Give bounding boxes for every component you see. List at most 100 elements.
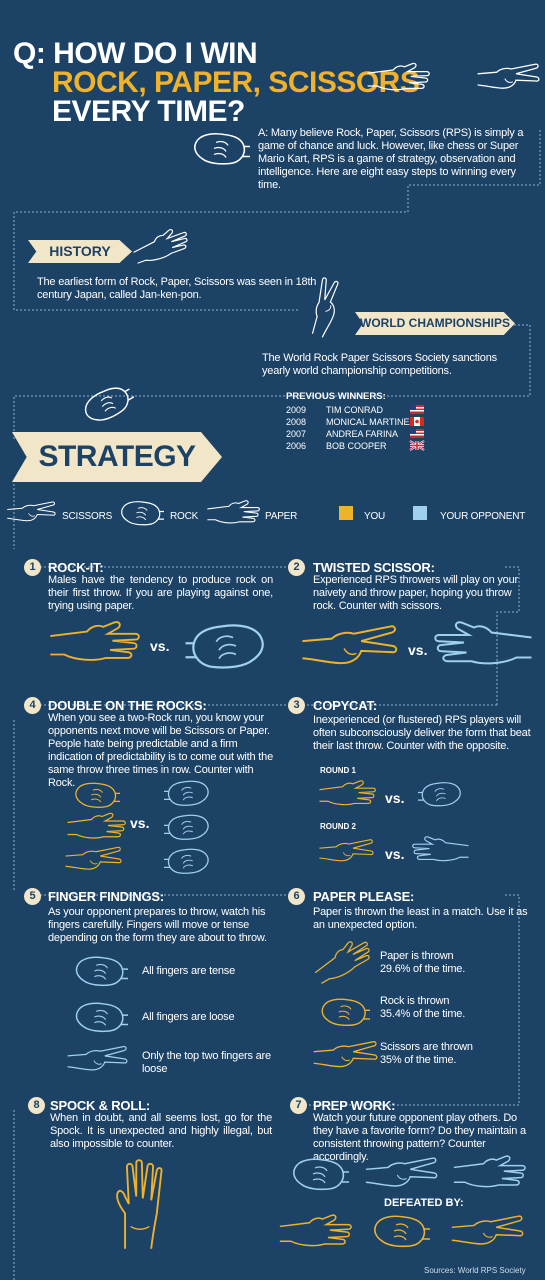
winner-name: BOB COOPER bbox=[326, 441, 387, 451]
step-1-text: Males have the tendency to produce rock … bbox=[48, 574, 273, 612]
step-4-you-rock-1-icon bbox=[72, 778, 120, 812]
winners-title: PREVIOUS WINNERS: bbox=[286, 391, 386, 402]
championships-title: WORLD CHAMPIONSHIPS bbox=[360, 316, 510, 330]
step-1-title: ROCK-IT: bbox=[48, 560, 104, 575]
legend-paper-icon bbox=[206, 499, 260, 527]
legend-scissors-label: SCISSORS bbox=[62, 511, 113, 522]
legend-rock-label: ROCK bbox=[170, 511, 199, 522]
winner-row: 2006 BOB COOPER bbox=[286, 440, 436, 452]
defeated-by-label: DEFEATED BY: bbox=[384, 1197, 464, 1209]
step-6-title: PAPER PLEASE: bbox=[313, 889, 415, 904]
legend-you-label: YOU bbox=[364, 511, 386, 522]
step-4-you-paper-icon bbox=[66, 812, 126, 842]
step-7-number: 7 bbox=[290, 1097, 307, 1114]
round-1-label: ROUND 1 bbox=[320, 766, 357, 775]
step-5-text: As your opponent prepares to throw, watc… bbox=[48, 906, 267, 944]
winner-year: 2007 bbox=[286, 429, 307, 439]
championships-text: The World Rock Paper Scissors Society sa… bbox=[262, 352, 497, 377]
step-8-text: When in doubt, and all seems lost, go fo… bbox=[50, 1112, 272, 1150]
winner-year: 2008 bbox=[286, 417, 307, 427]
prep-opponent-rock-icon bbox=[288, 1154, 350, 1194]
step-2-text: Experienced RPS throwers will play on yo… bbox=[313, 574, 518, 612]
step-4-opponent-rock-1-icon bbox=[164, 776, 212, 810]
step-3-round-2-vs: vs. bbox=[385, 846, 405, 862]
intro-text: A: Many believe Rock, Paper, Scissors (R… bbox=[258, 127, 524, 191]
q-label: Q: bbox=[13, 37, 46, 70]
canada-flag-icon bbox=[410, 417, 424, 426]
defeated-by-paper-icon bbox=[278, 1212, 352, 1252]
step-4-opponent-rock-2-icon bbox=[164, 810, 212, 844]
us-flag-icon bbox=[410, 429, 424, 438]
finger-loose-label: All fingers are loose bbox=[142, 1011, 235, 1023]
step-4-opponent-rock-3-icon bbox=[164, 844, 212, 878]
step-4-text: When you see a two-Rock run, you know yo… bbox=[48, 712, 273, 789]
step-3-round-2-opponent-icon bbox=[412, 834, 470, 866]
uk-flag-icon bbox=[409, 440, 425, 451]
winner-row: 2007 ANDREA FARINA bbox=[286, 428, 436, 440]
step-2-number: 2 bbox=[288, 559, 305, 576]
step-8-title: SPOCK & ROLL: bbox=[50, 1098, 150, 1113]
round-2-label: ROUND 2 bbox=[320, 822, 357, 831]
step-6-text: Paper is thrown the least in a match. Us… bbox=[313, 906, 528, 931]
winner-name: TIM CONRAD bbox=[326, 405, 383, 415]
step-3-title: COPYCAT: bbox=[313, 698, 377, 713]
step-3-round-1-opponent-icon bbox=[418, 778, 464, 810]
us-flag-icon bbox=[410, 405, 424, 414]
legend-rock-icon bbox=[118, 497, 164, 529]
opponent-color-swatch bbox=[413, 506, 427, 520]
step-2-vs: vs. bbox=[408, 642, 428, 658]
paper-stat-text: Paper is thrown 29.6% of the time. bbox=[380, 950, 466, 975]
step-7-title: PREP WORK: bbox=[313, 1098, 396, 1113]
source-credit: Sources: World RPS Society bbox=[424, 1266, 526, 1275]
prep-opponent-paper-icon bbox=[452, 1154, 526, 1192]
defeated-by-rock-icon bbox=[370, 1210, 430, 1252]
spock-hand-icon bbox=[112, 1154, 168, 1254]
you-color-swatch bbox=[339, 506, 353, 520]
step-4-you-scissors-icon bbox=[64, 844, 122, 874]
winner-year: 2009 bbox=[286, 405, 307, 415]
step-1-you-paper-icon bbox=[44, 620, 144, 666]
scissors-stat-hand-icon bbox=[312, 1038, 378, 1072]
winner-name: ANDREA FARINA bbox=[326, 429, 399, 439]
winner-name: MONICAL MARTINEZ bbox=[326, 417, 416, 427]
winners-list: 2009 TIM CONRAD 2008 MONICAL MARTINEZ 20… bbox=[286, 404, 436, 452]
rock-stat-text: Rock is thrown 35.4% of the time. bbox=[380, 995, 466, 1020]
defeated-by-scissors-icon bbox=[450, 1212, 524, 1250]
strategy-title: STRATEGY bbox=[38, 440, 196, 473]
step-1-vs: vs. bbox=[150, 638, 170, 654]
title-line-2: ROCK, PAPER, SCISSORS bbox=[52, 66, 420, 99]
finger-tense-label: All fingers are tense bbox=[142, 965, 236, 977]
winner-row: 2008 MONICAL MARTINEZ bbox=[286, 416, 436, 428]
step-1-opponent-rock-icon bbox=[185, 618, 270, 674]
step-2-opponent-paper-icon bbox=[434, 620, 534, 670]
rock-hand-icon bbox=[190, 126, 250, 171]
step-5-title: FINGER FINDINGS: bbox=[48, 889, 164, 904]
history-title: HISTORY bbox=[49, 243, 111, 259]
championships-banner: WORLD CHAMPIONSHIPS bbox=[355, 312, 515, 335]
step-8-number: 8 bbox=[28, 1097, 45, 1114]
step-4-vs: vs. bbox=[130, 815, 150, 831]
step-1-number: 1 bbox=[24, 559, 41, 576]
legend-scissors-icon bbox=[6, 499, 56, 525]
prep-opponent-scissors-icon bbox=[364, 1154, 438, 1192]
step-4-title: DOUBLE ON THE ROCKS: bbox=[48, 698, 207, 713]
step-3-round-2-you-icon bbox=[318, 836, 374, 866]
history-text: The earliest form of Rock, Paper, Scisso… bbox=[37, 276, 317, 301]
finger-two-loose-label: Only the top two fingers are loose bbox=[142, 1050, 271, 1075]
winner-row: 2009 TIM CONRAD bbox=[286, 404, 436, 416]
step-3-text: Inexperienced (or flustered) RPS players… bbox=[313, 714, 531, 752]
step-3-round-1-you-icon bbox=[318, 778, 376, 810]
scissors-stat-text: Scissors are thrown 35% of the time. bbox=[380, 1041, 473, 1066]
page-title: Q: HOW DO I WIN bbox=[13, 37, 258, 70]
history-banner: HISTORY bbox=[28, 240, 132, 263]
legend: SCISSORS ROCK PAPER YOU YOUR OPPONENT bbox=[0, 497, 545, 533]
step-6-number: 6 bbox=[288, 888, 305, 905]
rock-stat-hand-icon bbox=[318, 994, 370, 1030]
two-loose-fingers-hand-icon bbox=[66, 1042, 128, 1076]
step-3-round-1-vs: vs. bbox=[385, 790, 405, 806]
step-2-title: TWISTED SCISSOR: bbox=[313, 560, 435, 575]
strategy-banner: STRATEGY bbox=[12, 432, 222, 482]
title-line-1: HOW DO I WIN bbox=[53, 37, 258, 70]
